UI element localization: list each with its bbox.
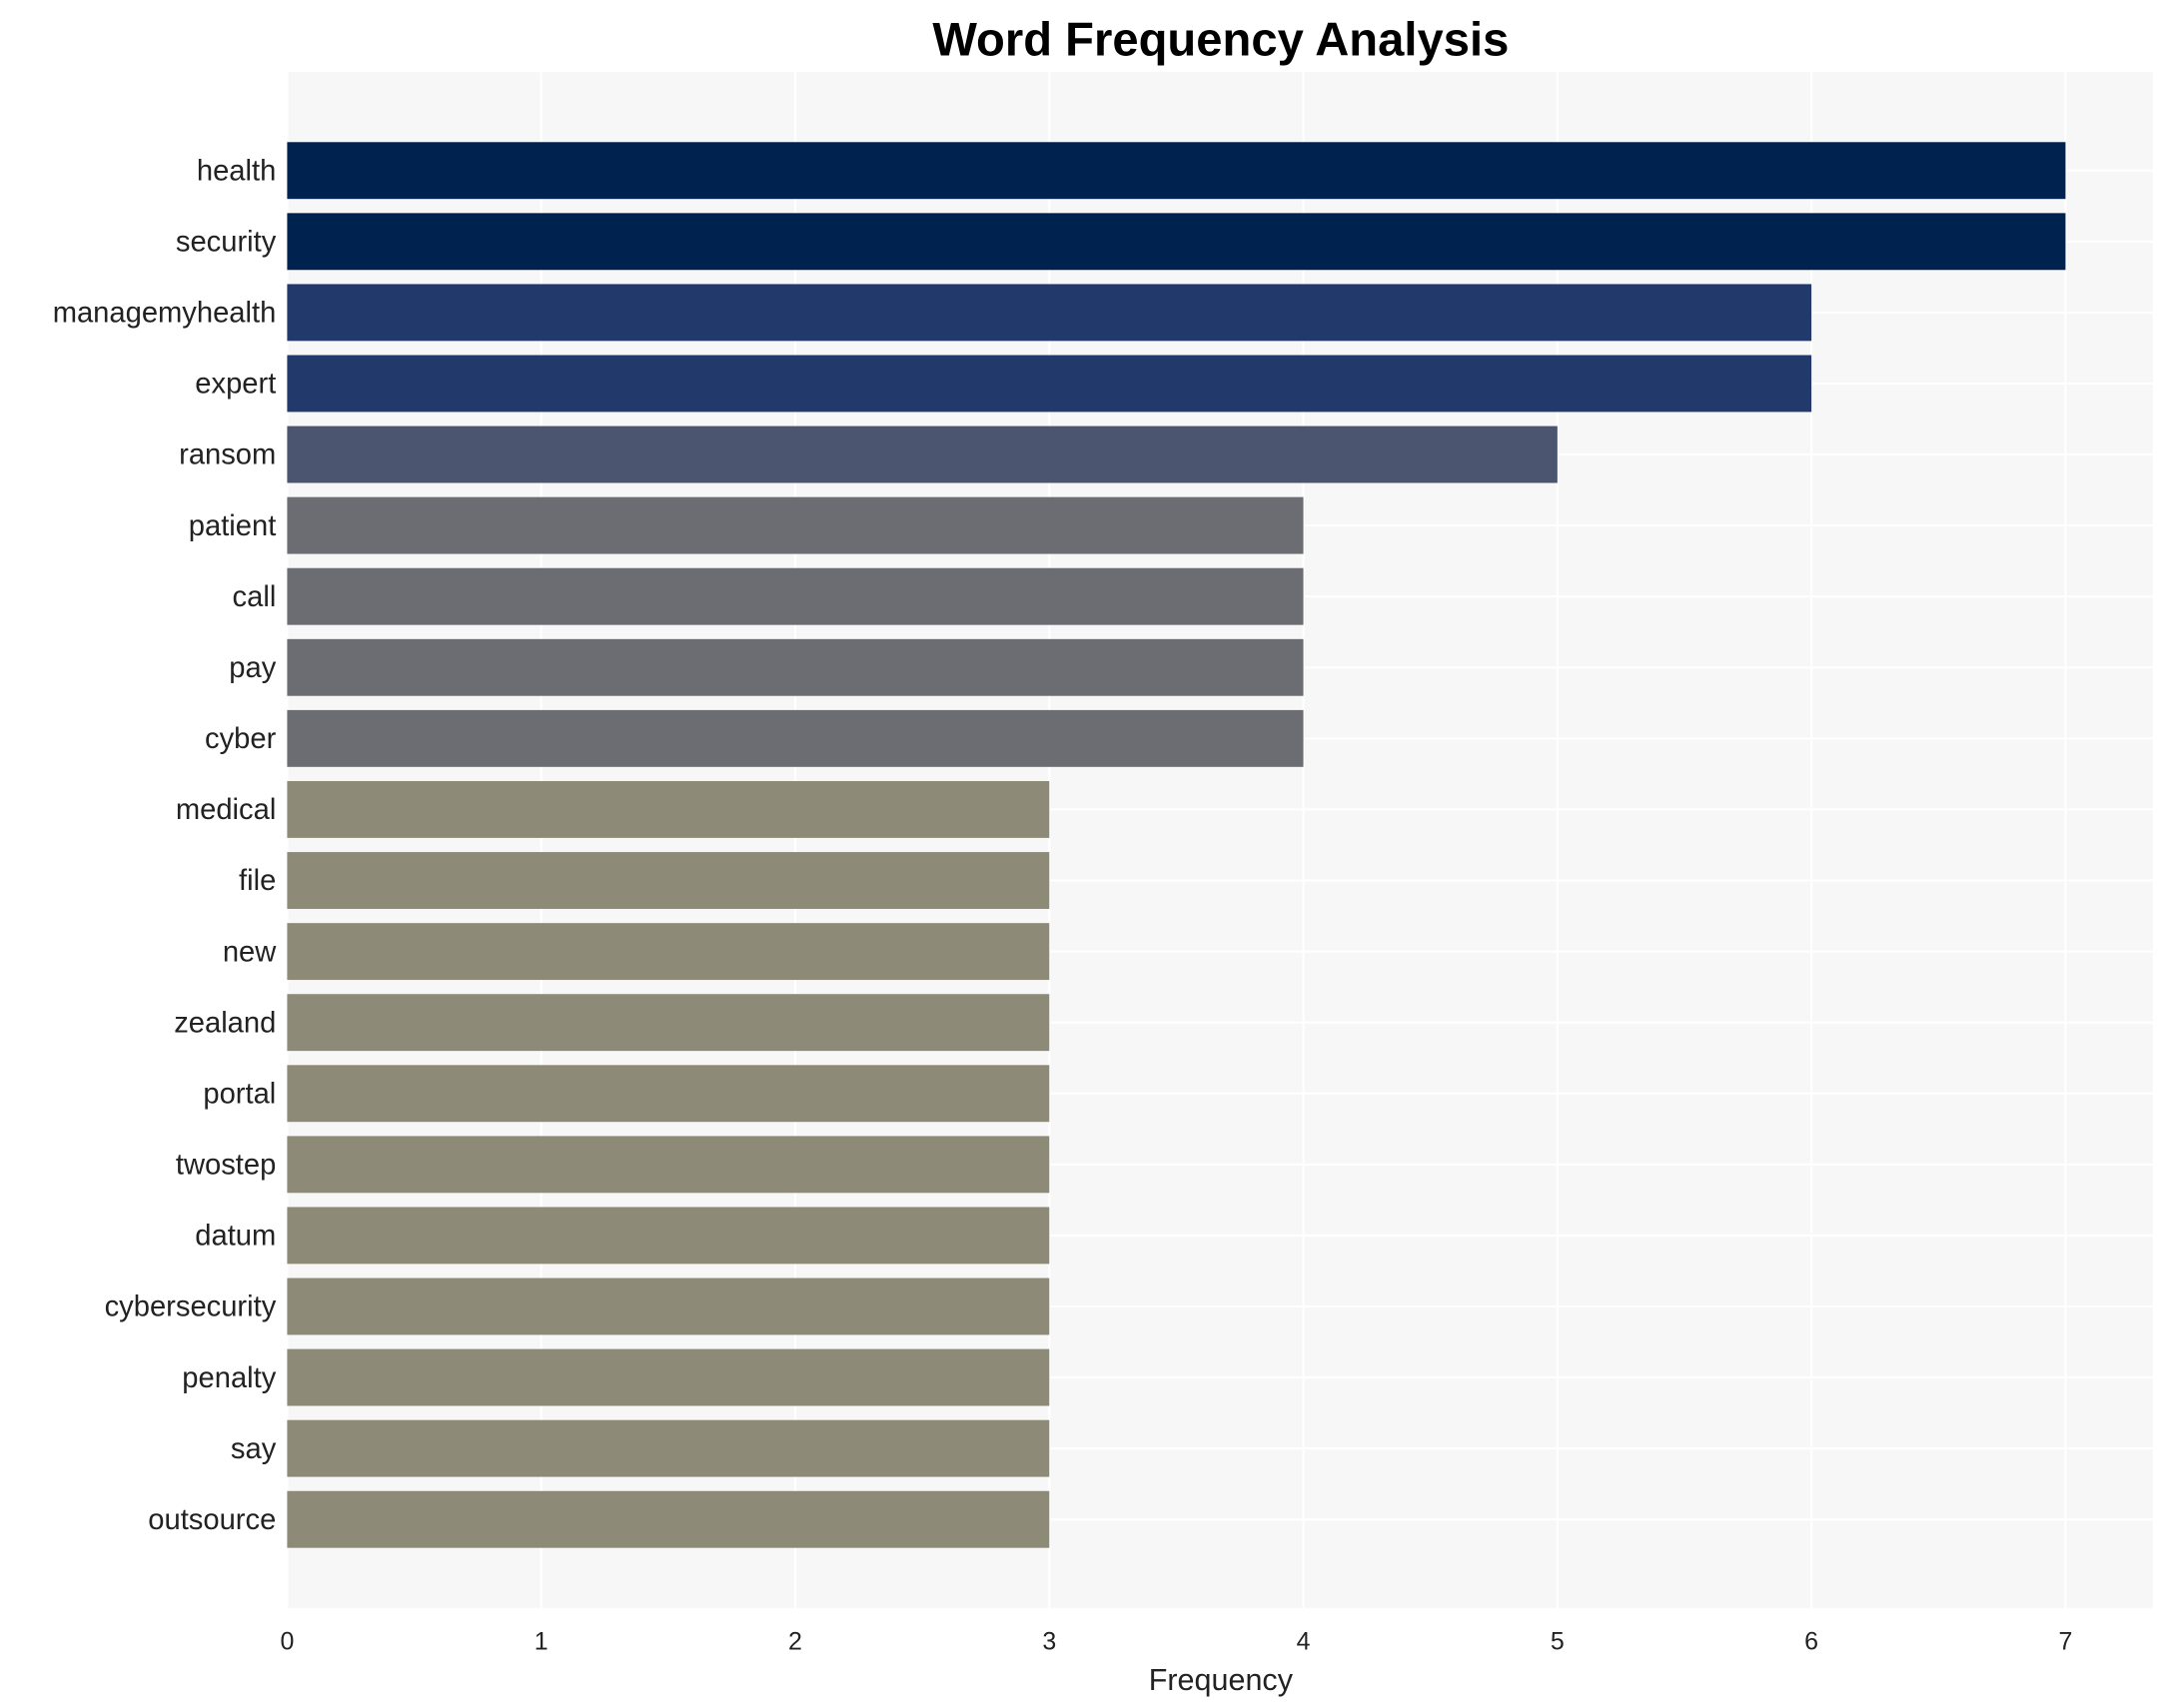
bar-say	[287, 1419, 1050, 1477]
y-tick-label: datum	[195, 1221, 276, 1253]
x-tick-label: 4	[1297, 1628, 1311, 1656]
bar-zealand	[287, 994, 1050, 1052]
bar-managemyhealth	[287, 284, 1812, 342]
y-tick-label: new	[223, 936, 277, 968]
bar-pay	[287, 638, 1304, 696]
bar-security	[287, 213, 2066, 271]
x-axis-label: Frequency	[1149, 1663, 1294, 1697]
bar-datum	[287, 1207, 1050, 1265]
y-tick-label: medical	[176, 794, 276, 826]
x-tick-labels: 0 1 2 3 4 5 6 7	[280, 1628, 2072, 1656]
chart-title: Word Frequency Analysis	[932, 14, 1509, 67]
y-tick-label: health	[197, 155, 276, 187]
bar-health	[287, 142, 2066, 200]
y-tick-label: file	[239, 865, 276, 897]
x-tick-label: 3	[1042, 1628, 1056, 1656]
y-tick-label: penalty	[182, 1362, 276, 1394]
bar-ransom	[287, 426, 1558, 483]
bar-cyber	[287, 709, 1304, 767]
y-tick-label: outsource	[148, 1504, 276, 1536]
x-tick-label: 6	[1804, 1628, 1818, 1656]
y-tick-label: security	[176, 227, 277, 259]
bar-new	[287, 923, 1050, 981]
y-tick-label: say	[231, 1433, 277, 1465]
bar-penalty	[287, 1348, 1050, 1406]
y-tick-label: cyber	[205, 723, 277, 755]
x-tick-label: 7	[2058, 1628, 2072, 1656]
x-tick-label: 2	[788, 1628, 802, 1656]
bars	[287, 142, 2066, 1548]
y-tick-label: cybersecurity	[105, 1291, 277, 1323]
bar-outsource	[287, 1490, 1050, 1548]
y-tick-label: patient	[189, 510, 277, 542]
y-tick-label: managemyhealth	[53, 298, 277, 330]
x-tick-label: 1	[535, 1628, 548, 1656]
y-tick-labels: health security managemyhealth expert ransom…	[53, 155, 278, 1536]
x-tick-label: 0	[280, 1628, 294, 1656]
y-tick-label: twostep	[176, 1150, 276, 1182]
x-tick-label: 5	[1551, 1628, 1565, 1656]
y-tick-label: call	[233, 581, 277, 613]
y-tick-label: expert	[195, 369, 276, 401]
y-tick-label: portal	[203, 1078, 276, 1110]
bar-file	[287, 852, 1050, 909]
y-tick-label: zealand	[174, 1007, 276, 1039]
bar-medical	[287, 780, 1050, 838]
bar-expert	[287, 355, 1812, 413]
bar-twostep	[287, 1136, 1050, 1194]
bar-patient	[287, 496, 1304, 554]
y-tick-label: pay	[229, 652, 276, 684]
bar-cybersecurity	[287, 1278, 1050, 1335]
bar-portal	[287, 1065, 1050, 1123]
bar-call	[287, 567, 1304, 625]
y-tick-label: ransom	[179, 439, 276, 471]
